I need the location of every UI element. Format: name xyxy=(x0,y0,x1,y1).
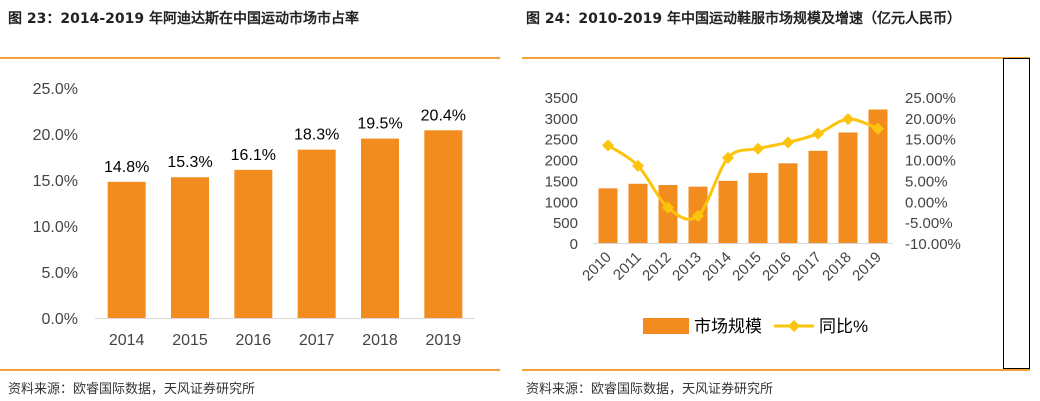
x-tick-label: 2014 xyxy=(109,332,145,349)
bar-2014 xyxy=(718,180,738,243)
legend-label-line: 同比% xyxy=(819,317,868,336)
legend-swatch-marker xyxy=(788,320,800,332)
growth-rate-point-2015 xyxy=(752,142,764,155)
bar-2017 xyxy=(297,149,336,318)
bar-2011 xyxy=(628,183,648,243)
y-tick-label: 0.0% xyxy=(42,311,78,328)
bar-2010 xyxy=(598,188,618,243)
legend-label-bar: 市场规模 xyxy=(694,317,762,336)
x-tick-label: 2019 xyxy=(426,332,462,349)
data-label-2019: 20.4% xyxy=(421,107,466,124)
left-figure-title: 图 23：2014-2019 年阿迪达斯在中国运动市场市占率 xyxy=(8,11,359,27)
growth-rate-point-2017 xyxy=(812,127,824,140)
growth-rate-point-2011 xyxy=(632,159,644,172)
right-edge-box xyxy=(1003,58,1030,369)
right-y-tick-label: 5.00% xyxy=(905,173,948,190)
x-tick-label: 2015 xyxy=(729,249,765,285)
right-y-tick-label: -5.00% xyxy=(905,215,953,232)
bar-2016 xyxy=(778,163,798,243)
left-source-rule xyxy=(0,369,500,371)
y-tick-label: 15.0% xyxy=(33,173,78,190)
x-tick-label: 2018 xyxy=(819,249,855,285)
bar-2019 xyxy=(868,109,888,243)
data-label-2018: 19.5% xyxy=(357,116,402,133)
data-label-2017: 18.3% xyxy=(294,127,339,144)
legend-swatch-bar xyxy=(643,318,689,334)
y-tick-label: 5.0% xyxy=(42,265,78,282)
bar-2015 xyxy=(748,172,768,243)
left-figure-panel: 图 23：2014-2019 年阿迪达斯在中国运动市场市占率 0.0% 5.0% 1… xyxy=(0,0,500,401)
left-y-tick-label: 2500 xyxy=(545,132,578,149)
bar-2018 xyxy=(361,138,399,318)
bar-2017 xyxy=(808,150,828,243)
right-y-tick-label: 0.00% xyxy=(905,194,948,211)
growth-rate-point-2019 xyxy=(872,122,884,135)
growth-rate-point-2010 xyxy=(602,139,614,152)
x-tick-label: 2012 xyxy=(639,249,675,285)
data-label-2014: 14.8% xyxy=(104,159,149,176)
left-y-tick-label: 3500 xyxy=(545,90,578,107)
right-y-tick-label: 20.00% xyxy=(905,111,956,128)
right-figure-title: 图 24：2010-2019 年中国运动鞋服市场规模及增速（亿元人民币） xyxy=(526,11,961,27)
left-source-note: 资料来源：欧睿国际数据，天风证券研究所 xyxy=(8,382,256,397)
x-tick-label: 2015 xyxy=(172,332,208,349)
x-tick-label: 2014 xyxy=(699,249,735,285)
left-y-tick-label: 3000 xyxy=(545,111,578,128)
bar-2016 xyxy=(234,169,273,318)
y-tick-label: 25.0% xyxy=(33,81,78,98)
left-y-tick-label: 1500 xyxy=(545,173,578,190)
right-y-tick-label: -10.00% xyxy=(905,236,961,253)
left-y-tick-label: 500 xyxy=(553,215,578,232)
right-source-rule xyxy=(522,369,1030,371)
y-tick-label: 10.0% xyxy=(33,219,78,236)
bar-2019 xyxy=(424,130,463,318)
left-bar-chart: 0.0% 5.0% 10.0% 15.0% 20.0% 25.0% 14.8% 2014 15.… xyxy=(33,81,475,349)
x-tick-label: 2017 xyxy=(299,332,335,349)
x-tick-label: 2011 xyxy=(610,249,645,284)
growth-rate-point-2014 xyxy=(722,151,734,164)
x-tick-label: 2013 xyxy=(669,249,705,285)
right-y-tick-label: 15.00% xyxy=(905,132,956,149)
x-tick-label: 2017 xyxy=(789,249,825,285)
growth-rate-point-2012 xyxy=(662,201,674,214)
x-tick-label: 2010 xyxy=(579,249,615,285)
x-tick-label: 2019 xyxy=(849,249,885,285)
right-title-rule xyxy=(522,57,1030,59)
x-tick-label: 2016 xyxy=(759,249,795,285)
growth-rate-point-2018 xyxy=(842,113,854,126)
bar-2012 xyxy=(658,185,678,243)
bar-2015 xyxy=(171,177,209,318)
x-tick-label: 2016 xyxy=(236,332,272,349)
left-y-tick-label: 2000 xyxy=(545,153,578,170)
right-figure-panel: 图 24：2010-2019 年中国运动鞋服市场规模及增速（亿元人民币） 0 50… xyxy=(522,0,1040,401)
x-tick-label: 2018 xyxy=(362,332,398,349)
left-y-tick-label: 0 xyxy=(570,236,578,253)
bar-2018 xyxy=(838,132,858,243)
left-y-tick-label: 1000 xyxy=(545,194,578,211)
right-y-tick-label: 10.00% xyxy=(905,153,956,170)
right-combo-chart: 0 500 1000 1500 2000 2500 3000 3500 -10.00% -5.00… xyxy=(545,90,961,336)
growth-rate-point-2013 xyxy=(692,209,704,222)
y-tick-label: 20.0% xyxy=(33,127,78,144)
data-label-2016: 16.1% xyxy=(231,147,276,164)
left-title-rule xyxy=(0,57,500,59)
right-source-note: 资料来源：欧睿国际数据，天风证券研究所 xyxy=(526,382,774,397)
data-label-2015: 15.3% xyxy=(167,154,212,171)
growth-rate-line xyxy=(607,117,879,221)
right-y-tick-label: 25.00% xyxy=(905,90,956,107)
bar-2014 xyxy=(107,181,146,318)
growth-rate-point-2016 xyxy=(782,136,794,149)
